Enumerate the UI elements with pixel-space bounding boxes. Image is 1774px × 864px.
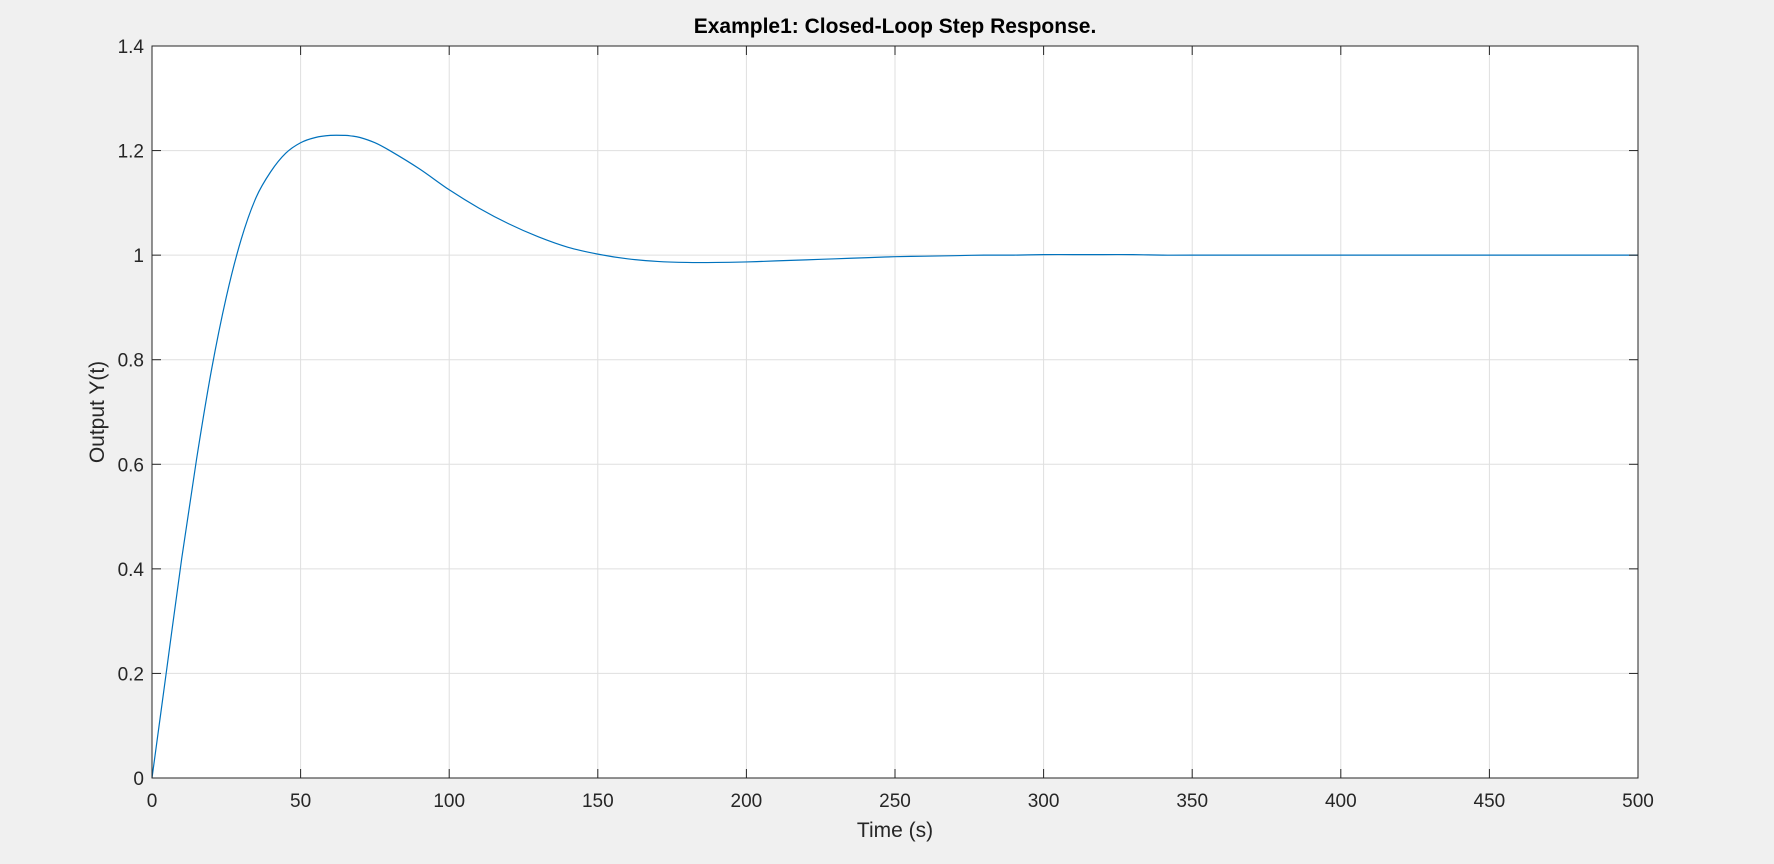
y-tick-labels: 0 0.2 0.4 0.6 0.8 1 1.2 1.4 bbox=[118, 37, 145, 790]
x-tick-label: 0 bbox=[147, 791, 158, 812]
y-tick-label: 0.6 bbox=[118, 455, 144, 476]
tick-marks bbox=[151, 45, 1639, 779]
x-tick-label: 450 bbox=[1474, 791, 1506, 812]
series-line bbox=[151, 134, 1638, 779]
y-axis-label: Output Y(t) bbox=[86, 361, 109, 463]
x-tick-label: 100 bbox=[433, 791, 465, 812]
y-tick-label: 0 bbox=[133, 769, 144, 790]
x-tick-label: 200 bbox=[731, 791, 763, 812]
chart-title: Example1: Closed-Loop Step Response. bbox=[694, 15, 1097, 38]
y-tick-label: 1 bbox=[133, 246, 144, 267]
x-axis-label: Time (s) bbox=[857, 819, 933, 842]
x-tick-labels: 0 50 100 150 200 250 300 350 400 450 500 bbox=[147, 791, 1654, 812]
x-tick-label: 350 bbox=[1176, 791, 1208, 812]
y-tick-label: 0.2 bbox=[118, 664, 144, 685]
x-tick-label: 300 bbox=[1028, 791, 1060, 812]
x-tick-label: 400 bbox=[1325, 791, 1357, 812]
y-tick-label: 0.8 bbox=[118, 351, 144, 372]
y-tick-label: 1.4 bbox=[118, 37, 145, 58]
y-tick-label: 1.2 bbox=[118, 142, 144, 163]
x-tick-label: 250 bbox=[879, 791, 911, 812]
x-tick-label: 150 bbox=[582, 791, 614, 812]
x-tick-label: 500 bbox=[1622, 791, 1654, 812]
series-layer bbox=[151, 134, 1638, 779]
x-tick-label: 50 bbox=[290, 791, 311, 812]
y-tick-label: 0.4 bbox=[118, 560, 145, 581]
grid-lines bbox=[152, 46, 1638, 778]
